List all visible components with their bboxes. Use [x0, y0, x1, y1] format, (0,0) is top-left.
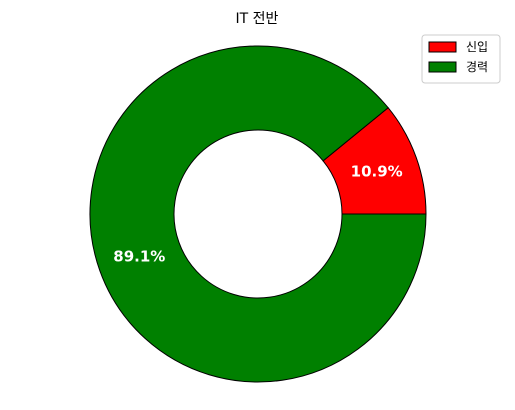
legend-label-0: 신입	[466, 40, 488, 54]
slice-label-1: 89.1%	[113, 247, 165, 265]
slices-group	[89, 45, 427, 383]
slice-label-0: 10.9%	[351, 163, 403, 181]
slice-labels: 10.9% 89.1%	[113, 163, 402, 266]
legend-swatch-1	[428, 61, 457, 73]
chart-title: IT 전반	[236, 11, 279, 27]
slice-1	[89, 45, 427, 383]
legend-swatch-0	[428, 41, 457, 53]
legend-label-1: 경력	[466, 60, 488, 74]
